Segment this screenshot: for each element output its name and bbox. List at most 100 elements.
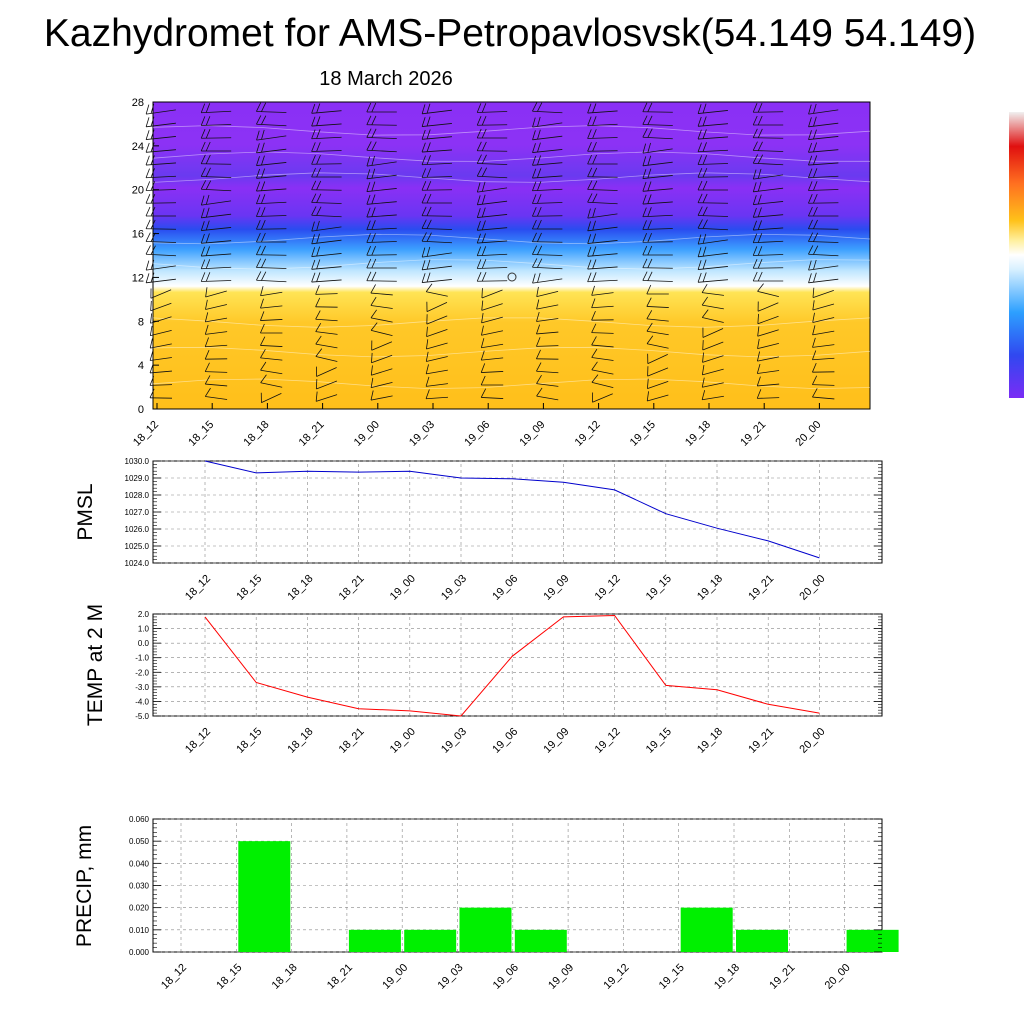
wind-barb — [311, 259, 342, 270]
section-x-tick-label: 19_18 — [683, 419, 713, 449]
wind-barb — [370, 377, 393, 389]
temp-panel: -5.0 -4.0 -3.0 -2.0 -1.0 0.0 1.0 2.0 18_12 18_15… — [84, 604, 883, 756]
wind-barb — [426, 314, 448, 325]
p4-y-tick-label: 0.060 — [129, 815, 150, 824]
wind-barb — [752, 220, 784, 231]
section-isoline — [152, 151, 871, 162]
wind-barb — [260, 298, 283, 309]
wind-barb — [756, 389, 780, 399]
wind-barb — [256, 271, 287, 283]
wind-barb — [812, 375, 835, 386]
wind-barb — [812, 388, 835, 400]
p3-y-tick-label: -3.0 — [135, 683, 149, 692]
precip-bar — [846, 929, 899, 952]
wind-barb — [425, 364, 448, 375]
section-isoline — [152, 378, 871, 390]
wind-barb — [532, 142, 563, 153]
section-y-tick-label: 0 — [138, 404, 144, 416]
wind-barb — [587, 246, 618, 257]
wind-barb — [647, 353, 668, 365]
wind-barb — [149, 325, 172, 337]
p4-x-tick-label: 18_15 — [214, 962, 244, 992]
wind-barb — [536, 337, 559, 347]
section-x-tick-label: 18_12 — [131, 419, 161, 449]
wind-barb — [697, 259, 728, 270]
wind-barb — [480, 363, 504, 373]
wind-barb — [481, 288, 503, 299]
wind-barb — [532, 258, 563, 270]
wind-barb — [532, 232, 563, 243]
section-y-tick-label: 16 — [132, 229, 144, 241]
wind-barb — [697, 103, 728, 114]
p2-y-tick-label: 1027.0 — [125, 508, 150, 517]
wind-barb — [587, 154, 618, 165]
wind-barb — [697, 272, 728, 283]
wind-barb — [480, 338, 504, 349]
section-isoline — [152, 317, 871, 328]
wind-barb — [200, 128, 232, 139]
section-y-tick-label: 20 — [132, 185, 144, 197]
wind-barb — [421, 259, 452, 271]
wind-barb — [260, 361, 283, 375]
wind-barb — [587, 103, 618, 114]
p4-y-tick-label: 0.010 — [129, 926, 150, 935]
wind-barb — [808, 232, 839, 243]
p3-x-tick-label: 19_12 — [593, 726, 623, 756]
wind-barb — [587, 220, 618, 232]
wind-barb — [476, 128, 508, 139]
pmsl-line — [204, 460, 820, 559]
wind-barb — [421, 193, 452, 204]
wind-barb — [591, 348, 614, 361]
wind-barb — [757, 301, 779, 312]
section-x-tick-label: 19_15 — [628, 419, 658, 449]
wind-barb — [812, 362, 835, 373]
p2-x-tick-label: 18_15 — [234, 573, 264, 603]
wind-barb — [366, 258, 397, 269]
wind-barb — [366, 181, 397, 192]
section-heatmap — [152, 101, 871, 410]
wind-barb — [204, 387, 228, 400]
p3-x-tick-label: 18_15 — [234, 726, 264, 756]
wind-barb — [647, 378, 669, 389]
wind-barb — [592, 392, 613, 403]
p4-x-tick-label: 19_12 — [601, 962, 631, 992]
wind-barb — [697, 155, 729, 165]
wind-barb — [476, 141, 508, 152]
wind-barb — [697, 233, 728, 245]
wind-barb — [808, 245, 839, 257]
wind-barb — [315, 323, 338, 335]
p4-y-tick-label: 0.030 — [129, 882, 150, 891]
wind-barb — [642, 232, 673, 243]
p3-y-tick-label: -4.0 — [135, 697, 149, 706]
wind-barb — [425, 351, 448, 362]
wind-barb — [532, 272, 563, 284]
wind-barb — [315, 285, 338, 295]
wind-barb — [256, 129, 287, 141]
p2-x-tick-label: 18_21 — [337, 573, 367, 603]
p4-y-tick-label: 0.000 — [129, 948, 150, 957]
p4-x-tick-label: 18_12 — [159, 962, 189, 992]
wind-barb — [149, 338, 172, 349]
wind-barb — [808, 259, 839, 271]
wind-barb — [421, 219, 453, 230]
wind-barb — [701, 309, 724, 323]
wind-barb — [421, 142, 452, 153]
wind-barb — [476, 154, 508, 165]
p4-x-tick-label: 19_18 — [712, 962, 742, 992]
wind-barb — [642, 168, 673, 179]
wind-barb — [315, 391, 338, 402]
p2-x-tick-label: 20_00 — [797, 573, 827, 603]
p2-y-tick-label: 1026.0 — [125, 525, 150, 534]
wind-barbs — [145, 102, 839, 404]
precip-bar — [514, 929, 567, 952]
p3-y-tick-label: 2.0 — [138, 610, 150, 619]
wind-barb — [145, 193, 177, 204]
wind-barb — [812, 337, 835, 348]
p2-x-tick-label: 19_03 — [439, 573, 469, 603]
wind-barb — [366, 141, 397, 153]
wind-barb — [536, 387, 559, 401]
section-isoline — [152, 259, 871, 270]
wind-barb — [205, 299, 228, 310]
wind-barb — [476, 167, 508, 179]
wind-barb — [371, 352, 393, 364]
